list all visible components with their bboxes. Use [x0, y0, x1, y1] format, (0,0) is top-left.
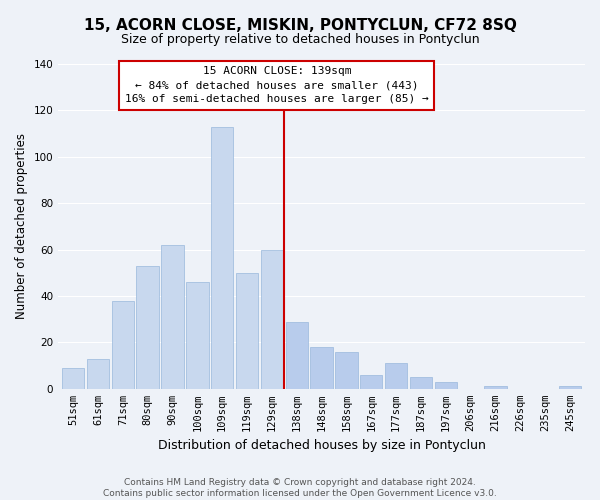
Bar: [236, 273, 258, 389]
Bar: [186, 282, 209, 389]
Bar: [310, 347, 333, 389]
Text: 15, ACORN CLOSE, MISKIN, PONTYCLUN, CF72 8SQ: 15, ACORN CLOSE, MISKIN, PONTYCLUN, CF72…: [83, 18, 517, 32]
Bar: [112, 300, 134, 389]
Bar: [484, 386, 507, 389]
Bar: [260, 250, 283, 389]
Bar: [136, 266, 159, 389]
Bar: [62, 368, 84, 389]
Text: Contains HM Land Registry data © Crown copyright and database right 2024.
Contai: Contains HM Land Registry data © Crown c…: [103, 478, 497, 498]
Text: 15 ACORN CLOSE: 139sqm
← 84% of detached houses are smaller (443)
16% of semi-de: 15 ACORN CLOSE: 139sqm ← 84% of detached…: [125, 66, 429, 104]
Bar: [161, 245, 184, 389]
Text: Size of property relative to detached houses in Pontyclun: Size of property relative to detached ho…: [121, 32, 479, 46]
Bar: [335, 352, 358, 389]
Bar: [87, 358, 109, 389]
Bar: [434, 382, 457, 389]
Bar: [385, 364, 407, 389]
Bar: [559, 386, 581, 389]
Y-axis label: Number of detached properties: Number of detached properties: [15, 134, 28, 320]
X-axis label: Distribution of detached houses by size in Pontyclun: Distribution of detached houses by size …: [158, 440, 485, 452]
Bar: [410, 377, 432, 389]
Bar: [211, 126, 233, 389]
Bar: [360, 375, 382, 389]
Bar: [286, 322, 308, 389]
